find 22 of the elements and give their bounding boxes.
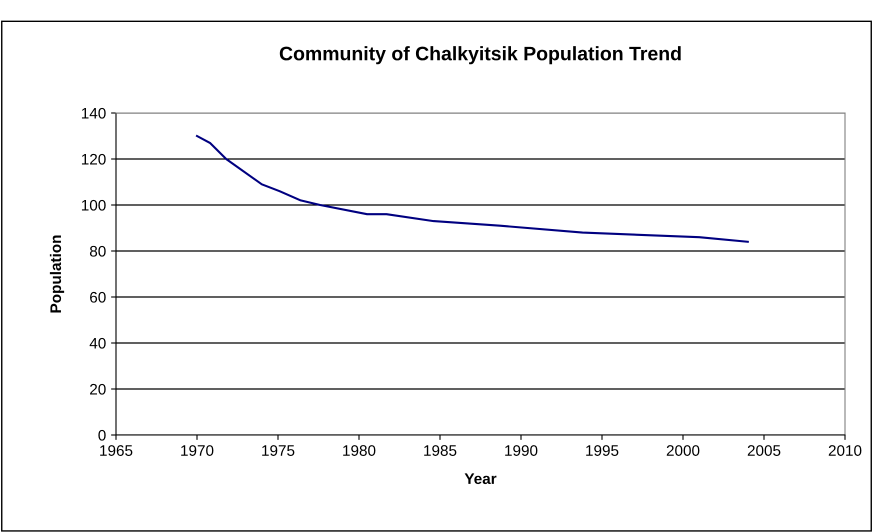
y-tick-label: 80 xyxy=(90,246,106,257)
x-tick-label: 2000 xyxy=(666,445,700,456)
line-series xyxy=(196,134,749,243)
x-tick-label: 2010 xyxy=(828,445,862,456)
x-tick-label: 1995 xyxy=(586,445,618,456)
y-tick-label: 100 xyxy=(82,200,106,211)
x-tick-label: 1970 xyxy=(181,445,214,456)
x-tick-label: 2005 xyxy=(748,445,780,456)
y-axis-title: Population xyxy=(50,235,64,312)
y-tick-label: 40 xyxy=(90,338,106,349)
y-tick-label: 120 xyxy=(82,154,106,165)
x-tick-label: 1975 xyxy=(262,445,294,456)
y-tick-label: 20 xyxy=(90,384,106,395)
x-tick-label: 1980 xyxy=(343,445,376,456)
chart-title: Community of Chalkyitsik Population Trend xyxy=(280,46,681,64)
x-tick-label: 1990 xyxy=(505,445,538,456)
x-tick-label: 1985 xyxy=(424,445,456,456)
y-tick-label: 140 xyxy=(82,108,106,119)
x-tick-label: 1965 xyxy=(100,445,132,456)
y-tick-label: 0 xyxy=(98,430,106,441)
y-tick-label: 60 xyxy=(90,292,106,303)
x-axis-title: Year xyxy=(464,473,496,484)
